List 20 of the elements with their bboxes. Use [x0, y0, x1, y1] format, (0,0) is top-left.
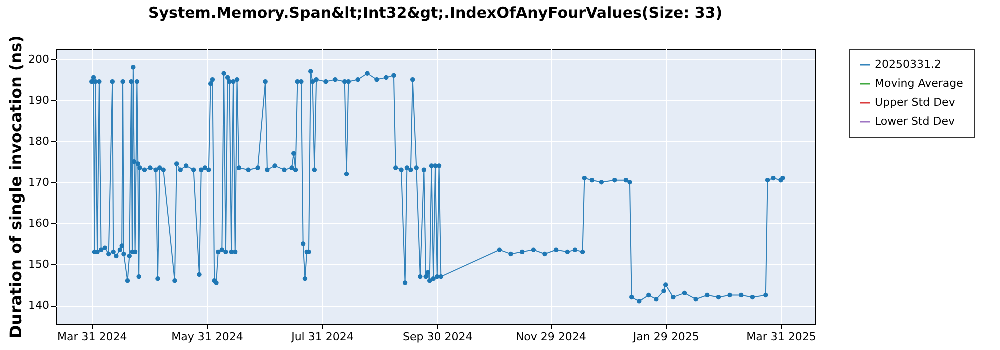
x-tick-label: Nov 29 2024	[516, 330, 586, 344]
x-tick-label: Mar 31 2025	[746, 330, 816, 344]
y-tick-label: 190	[28, 94, 50, 107]
x-tick-label: Jul 31 2024	[290, 330, 354, 344]
y-tick-label: 140	[28, 299, 50, 312]
y-tick-label: 160	[28, 216, 50, 230]
legend-label: Lower Std Dev	[875, 115, 956, 128]
chart-title: System.Memory.Span&lt;Int32&gt;.IndexOfAnyFourValues(Size: 33)	[148, 4, 723, 22]
x-tick-label: Mar 31 2024	[58, 330, 128, 344]
legend-label: Upper Std Dev	[875, 96, 956, 109]
legend-label: 20250331.2	[875, 58, 942, 71]
y-tick-label: 200	[28, 52, 50, 66]
y-tick-label: 170	[28, 176, 50, 189]
y-tick-label: 180	[28, 134, 50, 148]
x-tick-label: Jan 29 2025	[632, 330, 700, 344]
y-tick-label: 150	[28, 258, 50, 271]
x-tick-label: Sep 30 2024	[403, 330, 473, 344]
legend-label: Moving Average	[875, 77, 964, 90]
x-tick-label: May 31 2024	[172, 330, 244, 344]
y-axis-title: Duration of single invocation (ns)	[6, 36, 26, 338]
